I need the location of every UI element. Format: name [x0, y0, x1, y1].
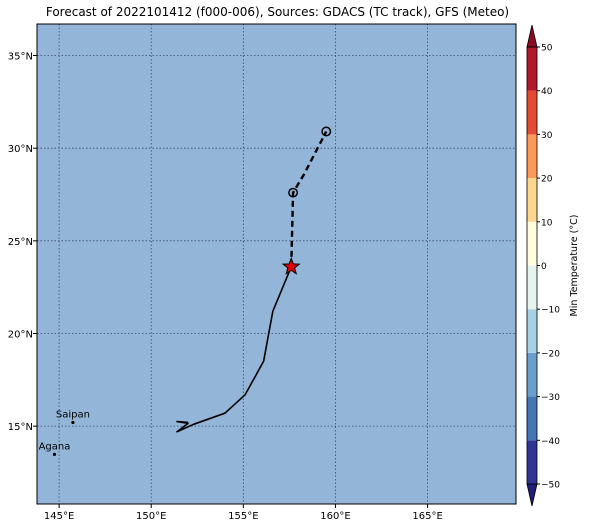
colorbar: 50 40 30 20 10 0 −10 −20 −30 −40 −50 Min Temperatur…: [526, 24, 580, 507]
colorbar-band: [527, 440, 537, 484]
colorbar-tick-label: 0: [541, 262, 547, 272]
colorbar-band: [527, 265, 537, 310]
colorbar-label: Min Temperature (°C): [569, 215, 580, 317]
lat-tick-label: 25°N: [8, 237, 33, 248]
colorbar-band: [527, 134, 537, 179]
colorbar-tick-label: −50: [541, 481, 560, 491]
place-label: Saipan: [56, 409, 90, 420]
lat-tick-label: 30°N: [8, 144, 33, 155]
forecast-point-marker: [321, 126, 332, 137]
forecast-track-line: [290, 130, 328, 267]
lat-tick-label: 15°N: [8, 422, 33, 433]
map-title: Forecast of 2022101412 (f000-006), Sourc…: [45, 5, 510, 19]
lon-tick-label: 145°E: [44, 511, 74, 522]
map-panel: 35°N 30°N 25°N 20°N 15°N 145°E 150°E 155°E 160°E…: [8, 23, 517, 522]
colorbar-tick-label: −30: [541, 393, 560, 403]
colorbar-band: [527, 352, 537, 397]
ocean-background: [37, 24, 516, 504]
colorbar-extend-high: [526, 24, 538, 48]
colorbar-tick-label: −20: [541, 349, 560, 359]
colorbar-tick-label: −40: [541, 437, 560, 447]
place-label: Agana: [39, 441, 71, 452]
forecast-point-marker: [288, 187, 299, 198]
colorbar-band: [527, 90, 537, 135]
colorbar-tick-label: 20: [541, 175, 553, 185]
colorbar-tick-label: 30: [541, 131, 553, 141]
map-frame: [36, 23, 517, 505]
colorbar-band: [527, 47, 537, 91]
lon-tick-label: 155°E: [228, 511, 258, 522]
lon-tick-label: 165°E: [412, 511, 442, 522]
colorbar-band: [527, 396, 537, 441]
colorbar-extend-low: [526, 483, 538, 507]
lat-tick-label: 20°N: [8, 329, 33, 340]
current-position-star: [281, 256, 301, 275]
colorbar-band: [527, 309, 537, 353]
past-track-line: [176, 266, 292, 433]
colorbar-tick-label: 50: [541, 44, 553, 54]
colorbar-tick-label: −10: [541, 306, 560, 316]
lon-tick-label: 150°E: [136, 511, 166, 522]
colorbar-band: [527, 178, 537, 222]
lon-tick-label: 160°E: [320, 511, 350, 522]
lat-tick-label: 35°N: [8, 52, 33, 63]
place-marker: [71, 420, 75, 425]
colorbar-band: [527, 221, 537, 266]
colorbar-tick-label: 40: [541, 87, 553, 97]
colorbar-tick-label: 10: [541, 218, 553, 228]
place-marker: [52, 452, 57, 456]
